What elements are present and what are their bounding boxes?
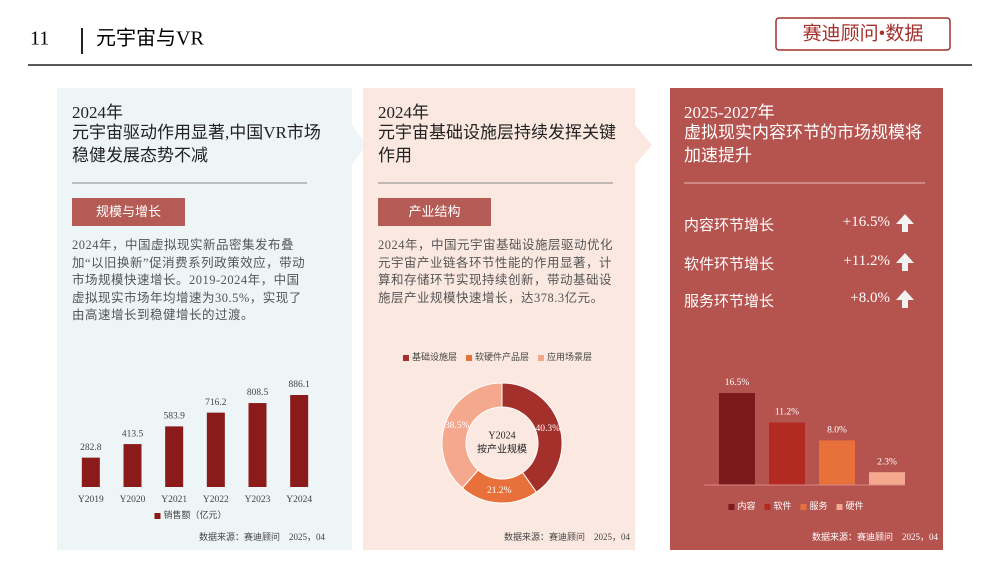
legend-label: 服务 [810,500,828,511]
growth-value: +8.0% [850,290,890,306]
legend-swatch [728,504,735,510]
legend-label: 软硬件产品层 [475,351,529,362]
source: 数据来源：赛迪顾问 2025，04 [199,531,326,542]
legend-label: 软件 [773,500,791,511]
growth-label: 服务环节增长 [684,294,775,310]
legend-label: 硬件 [846,500,864,511]
panel-heading: 元宇宙基础设施层持续发挥关键作用 [378,123,616,165]
legend-swatch [764,504,771,510]
bar [248,403,267,487]
value-label: 716.2 [205,398,227,408]
legend-label: 应用场景层 [547,351,592,362]
x-tick-label: Y2024 [286,495,312,505]
arrow-icon [896,214,914,308]
legend-swatch [800,504,807,510]
panel-tag: 规模与增长 [72,198,185,226]
growth-label: 软件环节增长 [684,257,775,273]
value-label: 8.0% [827,426,847,436]
x-tick-label: Y2021 [161,495,187,505]
x-tick-label: Y2022 [203,495,229,505]
panel-body: 2024年，中国虚拟现实新品密集发布叠加“以旧换新”促消费系列政策效应，带动市场… [72,238,306,322]
panel-heading: 元宇宙驱动作用显著,中国VR市场稳健发展态势不减 [72,123,321,165]
page-number: 11 [30,28,49,50]
bar [719,393,755,485]
center-label: 按产业规模 [477,442,527,455]
bar [290,395,309,487]
value-label: 886.1 [288,380,310,390]
bar [869,472,905,485]
value-label: 11.2% [775,408,799,418]
page-title: 元宇宙与VR [96,27,204,50]
legend-label: 基础设施层 [412,351,457,362]
panel-tag: 产业结构 [378,198,491,226]
value-label: 2.3% [877,457,897,467]
value-label: 16.5% [725,378,750,388]
legend-label: 内容 [737,500,755,511]
brand-box [775,17,951,51]
bar [206,412,225,487]
legend-swatch [836,504,843,510]
panel-year: 2024年 [72,103,123,122]
source: 数据来源：赛迪顾问 2025，04 [812,531,939,542]
value-label: 413.5 [122,429,144,439]
value-label: 21.2% [487,486,512,496]
panel-year: 2024年 [378,103,429,122]
center-label: Y2024 [488,430,515,441]
brand: 赛迪顾问•数据 [803,22,924,44]
bar [819,440,855,485]
x-tick-label: Y2019 [78,495,104,505]
value-label: 40.3% [536,424,561,434]
legend-label: 销售额（亿元） [163,509,226,520]
value-label: 38.5% [445,421,470,431]
legend-swatch [154,513,161,519]
growth-label: 内容环节增长 [684,218,775,234]
source: 数据来源：赛迪顾问 2025，04 [504,531,631,542]
value-label: 583.9 [163,412,185,422]
x-tick-label: Y2023 [245,495,271,505]
bar [123,444,142,487]
bar [165,426,184,487]
panel-year: 2025-2027年 [684,103,775,122]
legend-swatch [465,355,472,361]
pie-slice [501,382,563,493]
value-label: 282.8 [80,443,102,453]
pie-slice [441,382,503,489]
legend-swatch [402,355,409,361]
growth-value: +16.5% [842,214,890,230]
x-tick-label: Y2020 [120,495,146,505]
value-label: 808.5 [247,388,269,398]
growth-value: +11.2% [843,253,890,269]
panel-body: 2024年，中国元宇宙基础设施层驱动优化元宇宙产业链各环节性能的作用显著，计算和… [378,238,614,305]
bar [769,422,805,485]
bar [81,457,100,487]
panel-heading: 虚拟现实内容环节的市场规模将加速提升 [684,123,922,165]
legend-swatch [538,355,545,361]
